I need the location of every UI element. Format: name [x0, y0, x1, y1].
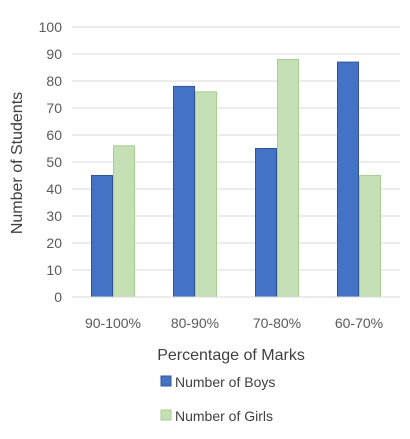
bar-boys — [91, 175, 113, 298]
x-axis-title: Percentage of Marks — [157, 347, 305, 364]
legend: Number of Boys Number of Girls — [160, 374, 275, 424]
y-axis-ticks: 0 10 20 30 40 50 60 70 80 90 100 — [39, 19, 63, 305]
x-axis-ticks: 90-100% 80-90% 70-80% 60-70% — [85, 315, 383, 331]
bar-boys — [255, 148, 277, 298]
bar-girls — [277, 58, 299, 298]
bar-boys — [337, 61, 359, 298]
bars — [91, 58, 381, 298]
bar-boys — [173, 85, 195, 298]
y-tick-label: 0 — [54, 289, 62, 305]
bar-girls — [113, 145, 135, 298]
y-tick-label: 30 — [46, 208, 62, 224]
legend-swatch — [160, 375, 172, 387]
legend-label: Number of Girls — [175, 408, 273, 424]
bar-girls — [195, 91, 217, 298]
x-tick-label: 80-90% — [171, 315, 219, 331]
y-axis-title: Number of Students — [9, 92, 26, 234]
y-tick-label: 100 — [39, 19, 63, 35]
legend-label: Number of Boys — [175, 374, 275, 390]
y-tick-label: 80 — [46, 73, 62, 89]
legend-swatch — [160, 409, 172, 421]
y-tick-label: 60 — [46, 127, 62, 143]
x-tick-label: 60-70% — [335, 315, 383, 331]
x-tick-label: 70-80% — [253, 315, 301, 331]
y-tick-label: 90 — [46, 46, 62, 62]
y-tick-label: 10 — [46, 262, 62, 278]
y-tick-label: 70 — [46, 100, 62, 116]
y-tick-label: 50 — [46, 154, 62, 170]
x-tick-label: 90-100% — [85, 315, 141, 331]
y-tick-label: 20 — [46, 235, 62, 251]
bar-girls — [359, 175, 381, 298]
y-tick-label: 40 — [46, 181, 62, 197]
